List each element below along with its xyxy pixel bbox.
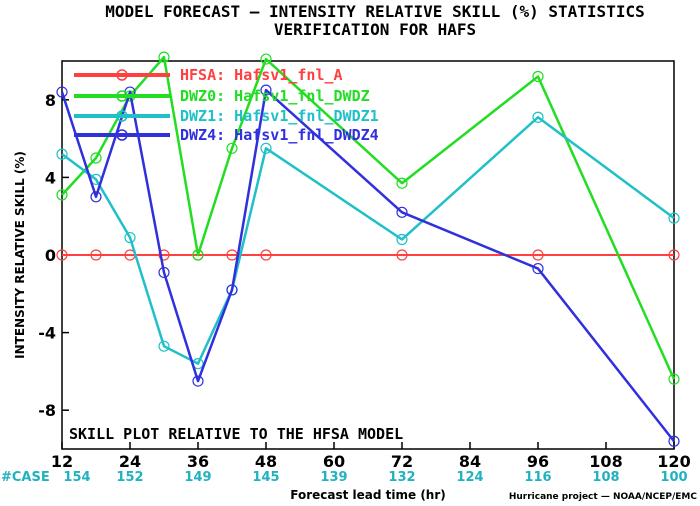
series-line — [61, 55, 676, 380]
data-point — [260, 53, 272, 65]
data-point — [668, 212, 680, 224]
series-line — [60, 88, 675, 443]
legend-entry: DWZ1: Hafsv1_fnl_DWDZ1 — [180, 107, 379, 125]
y-axis-label: INTENSITY RELATIVE SKILL (%) — [13, 151, 27, 359]
legend-swatch-marker — [116, 69, 128, 81]
case-count-value: 145 — [252, 470, 279, 485]
y-tick-label: 8 — [45, 91, 56, 110]
data-point — [56, 86, 68, 98]
case-count-value: 116 — [524, 470, 551, 485]
legend-swatch-marker — [116, 129, 128, 141]
data-point — [532, 249, 544, 261]
x-tick-label: 84 — [459, 452, 481, 471]
case-count-value: 149 — [184, 470, 211, 485]
data-point — [396, 249, 408, 261]
x-tick-label: 72 — [391, 452, 413, 471]
data-point — [668, 249, 680, 261]
x-tick-label: 12 — [51, 452, 73, 471]
data-point — [90, 152, 102, 164]
data-point — [56, 249, 68, 261]
y-axis: -8 -4 0 4 8 — [38, 91, 69, 420]
credit-line: Hurricane project — NOAA/NCEP/EMC — [509, 492, 698, 502]
legend-swatch-marker — [116, 90, 128, 102]
x-tick-label: 120 — [657, 452, 690, 471]
series-3 — [56, 84, 680, 447]
data-point — [396, 206, 408, 218]
y-tick-label: -4 — [38, 324, 56, 343]
data-point — [260, 84, 272, 96]
data-point — [668, 435, 680, 447]
data-point — [158, 51, 170, 63]
data-point — [158, 266, 170, 279]
case-count-row: 154 152 149 145 139 132 124 116 108 100 — [63, 470, 687, 485]
data-point — [226, 284, 238, 296]
case-count-value: 124 — [456, 470, 483, 485]
x-axis: 12 24 36 48 60 72 84 96 108 120 — [51, 442, 691, 471]
data-point — [396, 233, 408, 246]
data-point — [192, 375, 204, 387]
legend-entry: DWZ4: Hafsv1_fnl_DWDZ4 — [180, 126, 379, 144]
data-point — [260, 142, 272, 154]
data-point — [226, 142, 238, 154]
data-point — [56, 189, 68, 201]
data-point — [532, 262, 544, 275]
data-point — [90, 249, 102, 261]
x-tick-label: 48 — [255, 452, 277, 471]
x-tick-label: 96 — [527, 452, 549, 471]
legend-swatch-marker — [116, 110, 128, 122]
series-0 — [56, 249, 680, 261]
data-point — [532, 70, 544, 83]
y-tick-label: 4 — [45, 168, 56, 187]
x-tick-label: 60 — [323, 452, 345, 471]
data-point — [260, 249, 272, 261]
case-count-value: 132 — [388, 470, 415, 485]
chart-subtitle: VERIFICATION FOR HAFS — [274, 20, 476, 39]
legend: HFSA: Hafsv1_fnl_A DWZ0: Hafsv1_fnl_DWDZ D… — [74, 66, 379, 144]
data-point — [56, 148, 68, 160]
series-2 — [56, 111, 680, 370]
data-point — [90, 191, 102, 203]
case-count-label: #CASE — [1, 470, 50, 485]
data-point — [668, 373, 680, 385]
x-tick-label: 36 — [187, 452, 209, 471]
y-tick-label: 0 — [45, 246, 56, 265]
series-line — [61, 116, 675, 365]
y-tick-label: -8 — [38, 401, 56, 420]
case-count-value: 152 — [116, 470, 143, 485]
legend-entry: HFSA: Hafsv1_fnl_A — [180, 66, 343, 84]
x-tick-label: 108 — [589, 452, 622, 471]
data-point — [192, 249, 204, 261]
case-count-value: 100 — [660, 470, 687, 485]
legend-entry: DWZ0: Hafsv1_fnl_DWDZ — [180, 87, 370, 105]
series-layer — [56, 51, 680, 447]
chart-title: MODEL FORECAST — INTENSITY RELATIVE SKIL… — [105, 2, 644, 21]
case-count-value: 139 — [320, 470, 347, 485]
data-point — [158, 249, 170, 261]
data-point — [396, 177, 408, 189]
skill-annotation: SKILL PLOT RELATIVE TO THE HFSA MODEL — [69, 425, 403, 443]
x-tick-label: 24 — [119, 452, 141, 471]
data-point — [124, 231, 136, 244]
data-point — [532, 111, 544, 123]
case-count-value: 154 — [63, 470, 90, 485]
data-point — [158, 340, 170, 352]
x-axis-label: Forecast lead time (hr) — [290, 488, 446, 502]
case-count-value: 108 — [592, 470, 619, 485]
